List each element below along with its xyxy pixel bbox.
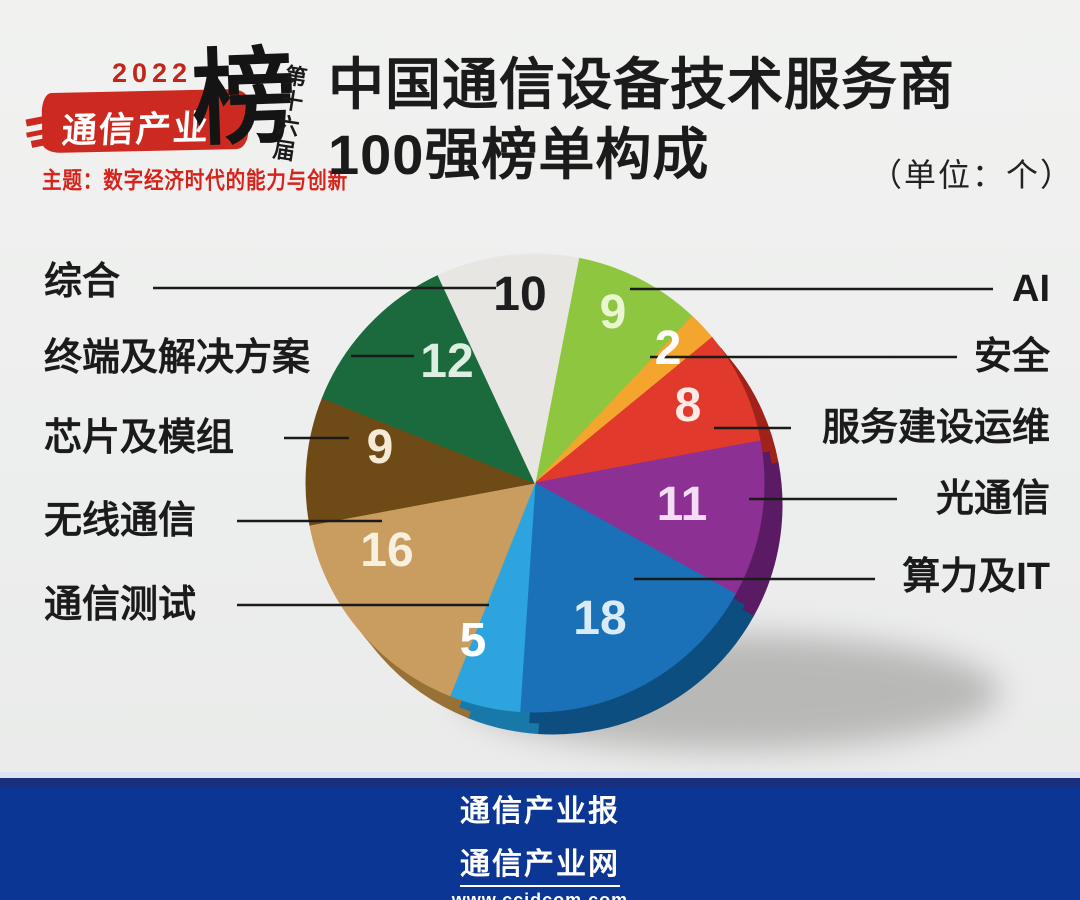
logo-year: 2022 (112, 58, 193, 88)
footer-light-strip (0, 772, 1080, 778)
slice-value-光通信: 11 (657, 478, 708, 531)
slice-value-无线通信: 16 (360, 524, 413, 577)
pie-slice-终端及解决方案 (321, 274, 536, 484)
category-label-芯片及模组: 芯片及模组 (44, 417, 235, 459)
category-label-算力及IT: 算力及IT (902, 556, 1050, 598)
category-label-终端及解决方案: 终端及解决方案 (44, 337, 311, 379)
page-title: 中国通信设备技术服务商 100强榜单构成 (328, 50, 955, 190)
brand-logo: 2022 通信产业 榜 第十六届 主题：数字经济时代的能力与创新 (0, 0, 347, 210)
slice-value-AI: 9 (600, 286, 627, 339)
category-label-光通信: 光通信 (935, 478, 1050, 520)
pie-slice-算力及IT (519, 482, 736, 713)
unit-note: （单位：个） (870, 157, 1075, 193)
category-label-AI: AI (1012, 268, 1050, 310)
slice-value-安全: 2 (655, 322, 682, 375)
footer-navy-strip (0, 778, 1080, 787)
footer-banner: 通信产业报 通信产业网 www.ccidcom.com (0, 772, 1080, 900)
footer-main: 通信产业报 通信产业网 www.ccidcom.com (0, 787, 1080, 900)
slice-value-芯片及模组: 9 (367, 421, 394, 474)
slice-value-通信测试: 5 (460, 614, 487, 667)
category-label-综合: 综合 (44, 261, 121, 303)
category-label-通信测试: 通信测试 (44, 584, 197, 626)
slice-value-终端及解决方案: 12 (420, 335, 473, 388)
pie-slice-AI (534, 257, 694, 485)
page-title-line2: 100强榜单构成 (328, 123, 710, 186)
pie-slice-综合 (437, 253, 580, 485)
page-title-line1: 中国通信设备技术服务商 (328, 53, 955, 116)
slice-value-综合: 10 (493, 268, 546, 321)
footer-brand-1: 通信产业报 (460, 795, 620, 828)
pie-slice-服务建设运维 (534, 336, 761, 484)
pie-slice-芯片及模组 (305, 397, 537, 526)
category-label-安全: 安全 (973, 336, 1050, 378)
pie-slice-光通信 (533, 440, 765, 595)
logo-theme-text: 主题：数字经济时代的能力与创新 (42, 167, 348, 193)
category-label-服务建设运维: 服务建设运维 (821, 407, 1050, 449)
slice-value-算力及IT: 18 (573, 592, 626, 645)
pie-slice-无线通信 (309, 482, 536, 697)
footer-url: www.ccidcom.com (451, 890, 629, 900)
category-label-无线通信: 无线通信 (44, 500, 197, 542)
slice-value-服务建设运维: 8 (675, 379, 702, 432)
footer-brand-2: 通信产业网 (460, 848, 620, 887)
